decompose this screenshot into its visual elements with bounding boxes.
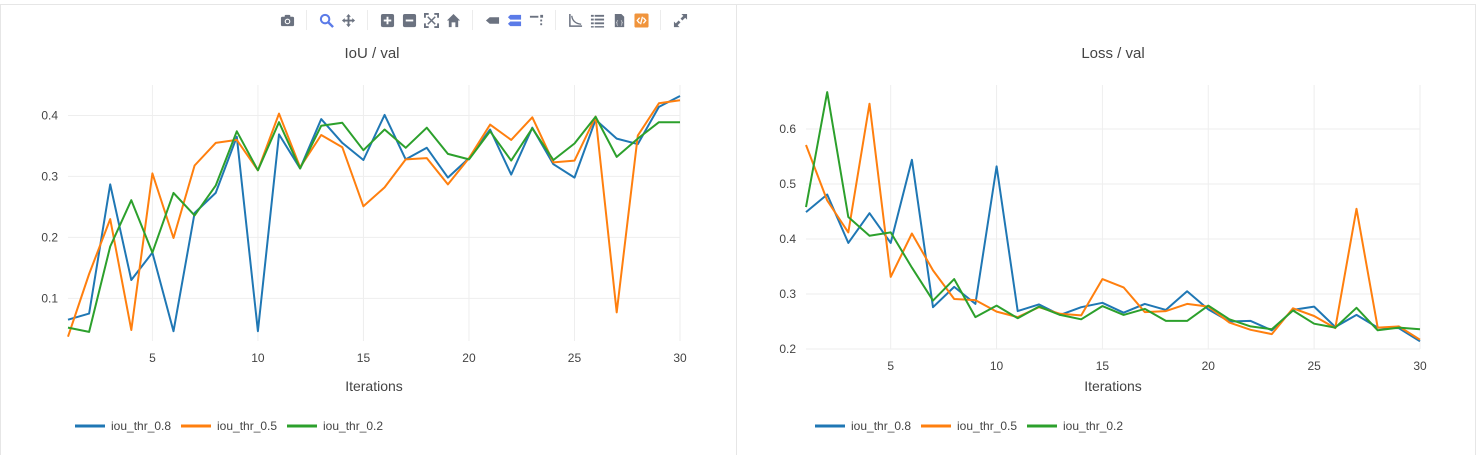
legend-label: iou_thr_0.5 <box>957 419 1017 433</box>
y-tick-label: 0.5 <box>779 177 796 191</box>
y-tick-label: 0.2 <box>779 342 796 356</box>
y-tick-label: 0.3 <box>779 287 796 301</box>
y-tick-label: 0.4 <box>779 232 796 246</box>
x-tick-label: 25 <box>1307 359 1321 373</box>
legend-label: iou_thr_0.8 <box>851 419 911 433</box>
x-tick-label: 20 <box>1202 359 1216 373</box>
x-tick-label: 5 <box>887 359 894 373</box>
legend-label: iou_thr_0.2 <box>1063 419 1123 433</box>
x-tick-label: 15 <box>1096 359 1110 373</box>
x-tick-label: 10 <box>990 359 1004 373</box>
x-axis-title: Iterations <box>1084 378 1142 394</box>
x-tick-label: 30 <box>1413 359 1427 373</box>
series-line-iou_thr_0-8 <box>806 160 1420 341</box>
y-tick-label: 0.6 <box>779 122 796 136</box>
chart-title: Loss / val <box>1081 45 1144 62</box>
series-line-iou_thr_0-5 <box>806 104 1420 340</box>
